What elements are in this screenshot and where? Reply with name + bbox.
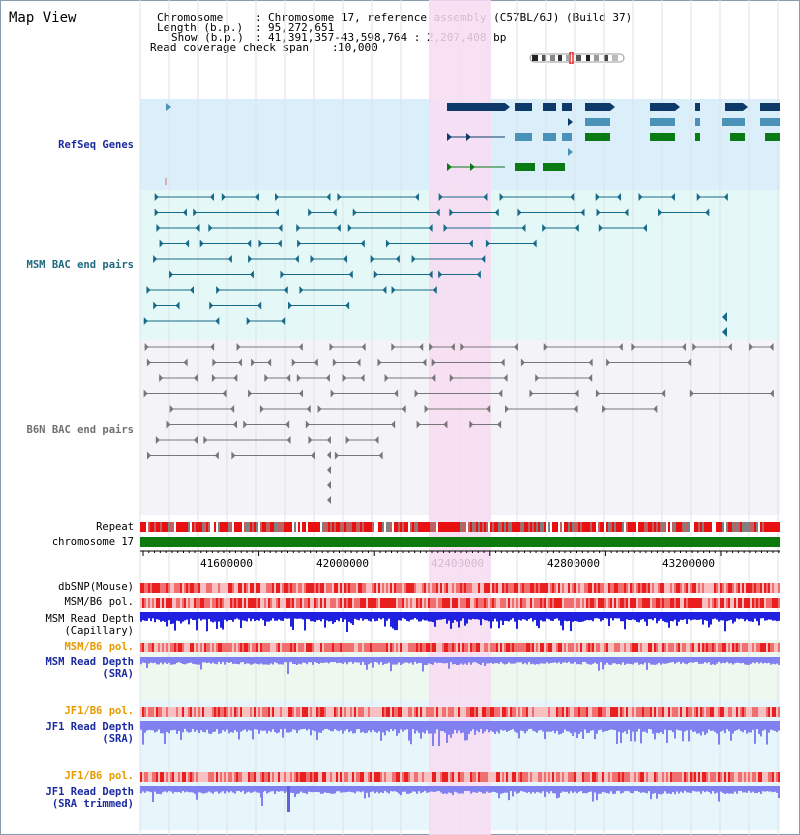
label-dbsnp[interactable]: dbSNP(Mouse) [58,581,134,593]
chromosome-sep: : [255,11,262,24]
label-jf1-depth-sra[interactable]: JF1 Read Depth [45,721,134,733]
label-jf1-b6-pol[interactable]: JF1/B6 pol. [64,705,134,717]
label-jf1-b6-pol-2[interactable]: JF1/B6 pol. [64,770,134,782]
label-msm-depth-sra[interactable]: MSM Read Depth [45,656,134,668]
axis-tick-label: 41600000 [200,557,253,570]
label-msm-b6-pol[interactable]: MSM/B6 pol. [64,596,134,608]
label-msm-depth-cap-sub: (Capillary) [64,625,134,637]
map-view-title: Map View [9,10,77,26]
axis-tick-label: 42800000 [547,557,600,570]
show-label: Show (b.p.) [171,31,244,44]
label-jf1-depth-trim[interactable]: JF1 Read Depth [45,786,134,798]
label-msm-depth-cap[interactable]: MSM Read Depth [45,613,134,625]
span-value: 10,000 [338,41,378,54]
label-b6n-bac[interactable]: B6N BAC end pairs [26,424,134,436]
chromosome-ideogram[interactable] [528,52,628,64]
axis-tick-label: 43200000 [662,557,715,570]
length-sep: : [255,21,262,34]
label-msm-bac[interactable]: MSM BAC end pairs [26,259,134,271]
axis-tick-label: 42400000 [431,557,484,570]
label-repeat[interactable]: Repeat [96,521,134,533]
label-refseq-genes[interactable]: RefSeq Genes [58,139,134,151]
length-label: Length (b.p.) [157,21,244,34]
span-label: Read coverage check span [150,41,309,54]
label-jf1-depth-trim-sub: (SRA trimmed) [51,798,134,810]
label-jf1-depth-sra-sub: (SRA) [102,733,134,745]
span-sep: : [332,41,339,54]
show-sep: : [255,31,262,44]
label-chromosome[interactable]: chromosome 17 [51,536,134,548]
length-value: 95,272,651 [268,21,335,34]
label-msm-b6-pol-2[interactable]: MSM/B6 pol. [64,641,134,653]
chromosome-label: Chromosome [157,11,224,24]
label-msm-depth-sra-sub: (SRA) [102,668,134,680]
axis-tick-label: 42000000 [316,557,369,570]
